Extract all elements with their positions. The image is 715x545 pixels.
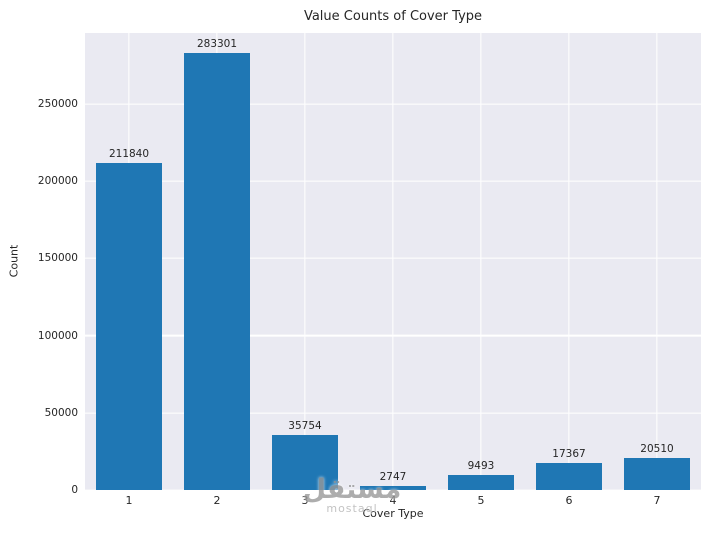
- bar-slot: 20510: [613, 33, 701, 490]
- bar: [272, 434, 338, 490]
- bar-value-label: 283301: [196, 37, 238, 50]
- y-tick: 250000: [37, 98, 78, 111]
- bar-value-label: 211840: [108, 147, 150, 160]
- y-tick: 0: [71, 484, 78, 496]
- bar: [536, 463, 602, 490]
- bar: [624, 458, 690, 490]
- bar: [448, 475, 514, 490]
- x-tick: 1: [125, 494, 133, 507]
- bar-value-label: 35754: [288, 419, 322, 432]
- y-tick: 50000: [44, 406, 78, 419]
- bar-value-label: 20510: [640, 443, 674, 456]
- x-tick: 5: [477, 494, 485, 507]
- x-tick: 4: [389, 494, 397, 507]
- bar-value-label: 17367: [552, 448, 586, 461]
- bar-slot: 283301: [173, 33, 261, 490]
- y-tick: 200000: [37, 175, 78, 188]
- bar-slot: 35754: [261, 33, 349, 490]
- x-tick: 2: [213, 494, 221, 507]
- y-tick-labels: 0 50000 100000 150000 200000 250000: [0, 33, 78, 496]
- bar-slot: 17367: [525, 33, 613, 490]
- bars: 211840 283301 35754 2747 9493 17367 20510: [85, 33, 701, 490]
- x-tick: 6: [565, 494, 573, 507]
- bar: [184, 52, 250, 490]
- v-gridline: [568, 33, 570, 490]
- bar-value-label: 2747: [379, 470, 407, 483]
- bar: [360, 485, 426, 490]
- bar-slot: 211840: [85, 33, 173, 490]
- y-tick: 150000: [37, 252, 78, 265]
- x-tick: 7: [653, 494, 661, 507]
- bar-slot: 9493: [437, 33, 525, 490]
- v-gridline: [656, 33, 658, 490]
- x-tick: 3: [301, 494, 309, 507]
- h-gridline: [85, 489, 701, 491]
- v-gridline: [480, 33, 482, 490]
- y-tick: 100000: [37, 329, 78, 342]
- v-gridline: [304, 33, 306, 490]
- bar: [96, 162, 162, 490]
- bar-slot: 2747: [349, 33, 437, 490]
- x-axis-label: Cover Type: [362, 507, 424, 520]
- x-tick-labels: 1 2 3 4 5 6 7: [85, 494, 701, 507]
- chart-title: Value Counts of Cover Type: [303, 9, 483, 24]
- plot-area: 211840 283301 35754 2747 9493 17367 20510: [85, 33, 701, 491]
- v-gridline: [392, 33, 394, 490]
- bar-value-label: 9493: [467, 460, 495, 473]
